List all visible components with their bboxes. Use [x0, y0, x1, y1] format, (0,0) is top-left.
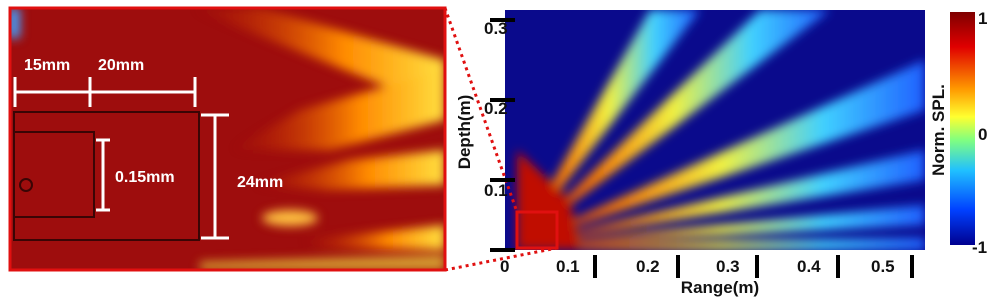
colorbar-tick-label: -1: [972, 238, 987, 257]
dimension-lines: [13, 77, 229, 240]
x-tick-label: 0: [500, 257, 509, 276]
x-axis-label: Range(m): [681, 278, 759, 297]
y-axis-label: Depth(m): [455, 95, 474, 170]
y-tick-label: 0.3: [484, 19, 508, 38]
heatmap: [505, 10, 925, 250]
x-tick-label: 0.2: [636, 257, 660, 276]
zoom-box: [515, 210, 559, 250]
x-tick-label: 0.3: [716, 257, 740, 276]
colorbar-tick-label: 0: [978, 125, 987, 144]
colorbar-tick-label: 1: [978, 9, 987, 28]
y-tick-label: 0.2: [484, 99, 508, 118]
axis-ticks: [490, 18, 914, 278]
inset: [10, 8, 445, 270]
dimension-label: 15mm: [24, 57, 70, 74]
colorbar-label: Norm. SPL.: [929, 84, 948, 176]
inset-border: [8, 6, 447, 272]
y-tick-label: 0.1: [484, 181, 508, 200]
x-tick-label: 0.1: [556, 257, 580, 276]
colorbar: [950, 12, 975, 245]
zoom-lines: [443, 7, 558, 272]
dimension-label: 0.15mm: [115, 169, 175, 186]
x-tick-label: 0.4: [797, 257, 821, 276]
dimension-label: 20mm: [98, 57, 144, 74]
dimension-label: 24mm: [237, 174, 283, 191]
x-tick-label: 0.5: [871, 257, 895, 276]
